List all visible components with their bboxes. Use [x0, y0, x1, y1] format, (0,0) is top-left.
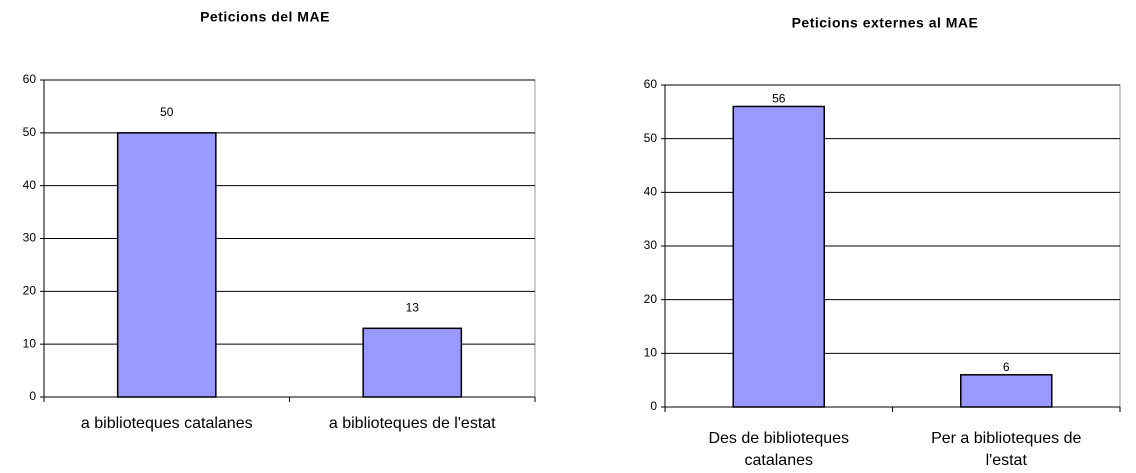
y-tick-label: 60 [644, 77, 658, 91]
bar [732, 105, 825, 408]
x-tick-label: Des de biblioteques catalanes [708, 430, 850, 469]
y-tick-label: 30 [23, 231, 37, 245]
y-tick-label: 30 [644, 238, 658, 252]
y-tick-label: 50 [644, 131, 658, 145]
y-tick-label: 0 [650, 399, 657, 413]
x-tick-label: a biblioteques catalanes [80, 415, 253, 432]
bar [116, 132, 217, 398]
bar [362, 327, 463, 398]
chart-title: Peticions del MAE [200, 9, 330, 25]
y-tick-label: 0 [29, 389, 36, 403]
bar [960, 374, 1053, 408]
chart-title: Peticions externes al MAE [792, 15, 979, 31]
y-tick-label: 40 [23, 178, 37, 192]
data-label: 50 [160, 105, 174, 119]
x-tick-label: Per a biblioteques de l'estat [931, 430, 1082, 469]
y-tick-label: 10 [23, 336, 37, 350]
y-tick-label: 20 [644, 292, 658, 306]
y-tick-label: 50 [23, 125, 37, 139]
data-label: 56 [772, 92, 786, 106]
y-tick-label: 40 [644, 185, 658, 199]
data-label: 6 [1003, 360, 1010, 374]
data-label: 13 [406, 300, 420, 314]
y-tick-label: 20 [23, 284, 37, 298]
x-tick-label: a biblioteques de l'estat [328, 415, 496, 432]
y-tick-label: 60 [23, 72, 37, 86]
y-tick-label: 10 [644, 346, 658, 360]
